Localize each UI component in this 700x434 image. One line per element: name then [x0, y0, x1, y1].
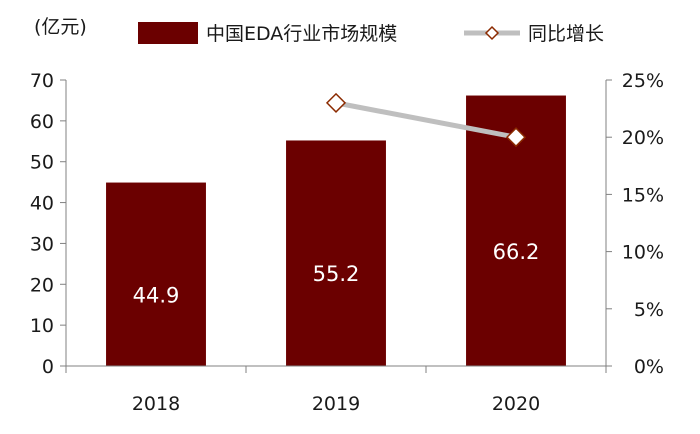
bar-value-label: 44.9 [133, 283, 180, 307]
legend-diamond-marker [484, 25, 500, 41]
right-tick-label: 25% [622, 70, 664, 92]
right-tick-label: 20% [622, 127, 664, 149]
x-tick-label: 2018 [132, 393, 180, 415]
legend: 中国EDA行业市场规模 同比增长 [138, 22, 604, 45]
x-tick-label: 2020 [492, 393, 540, 415]
left-tick-label: 60 [30, 111, 54, 133]
growth-point-marker [325, 92, 347, 113]
right-axis-ticks: 0% 5% 10% 15% 20% 25% [605, 70, 664, 378]
left-tick-label: 20 [30, 274, 54, 296]
left-tick-label: 50 [30, 152, 54, 174]
growth-point-marker [505, 127, 527, 148]
left-tick-label: 30 [30, 233, 54, 255]
y-axis-unit: (亿元) [34, 16, 87, 38]
right-tick-label: 5% [634, 299, 664, 321]
legend-label-market-size: 中国EDA行业市场规模 [206, 23, 397, 45]
right-tick-label: 0% [634, 356, 664, 378]
right-tick-label: 15% [622, 184, 664, 206]
left-axis-ticks: 0 10 20 30 40 50 60 70 [30, 70, 67, 378]
left-tick-label: 10 [30, 315, 54, 337]
bar-value-label: 55.2 [313, 262, 360, 286]
bar-value-label: 66.2 [493, 240, 540, 264]
legend-bar-swatch [138, 22, 198, 44]
growth-line-series [325, 92, 527, 148]
growth-line [335, 100, 517, 140]
left-tick-label: 0 [42, 356, 54, 378]
right-tick-label: 10% [622, 242, 664, 264]
bar-2018 [106, 182, 206, 366]
legend-label-growth: 同比增长 [528, 23, 604, 45]
bar-2019 [286, 140, 386, 366]
left-tick-label: 70 [30, 70, 54, 92]
x-axis: 2018 2019 2020 [65, 365, 607, 415]
x-tick-label: 2019 [312, 393, 360, 415]
left-tick-label: 40 [30, 193, 54, 215]
